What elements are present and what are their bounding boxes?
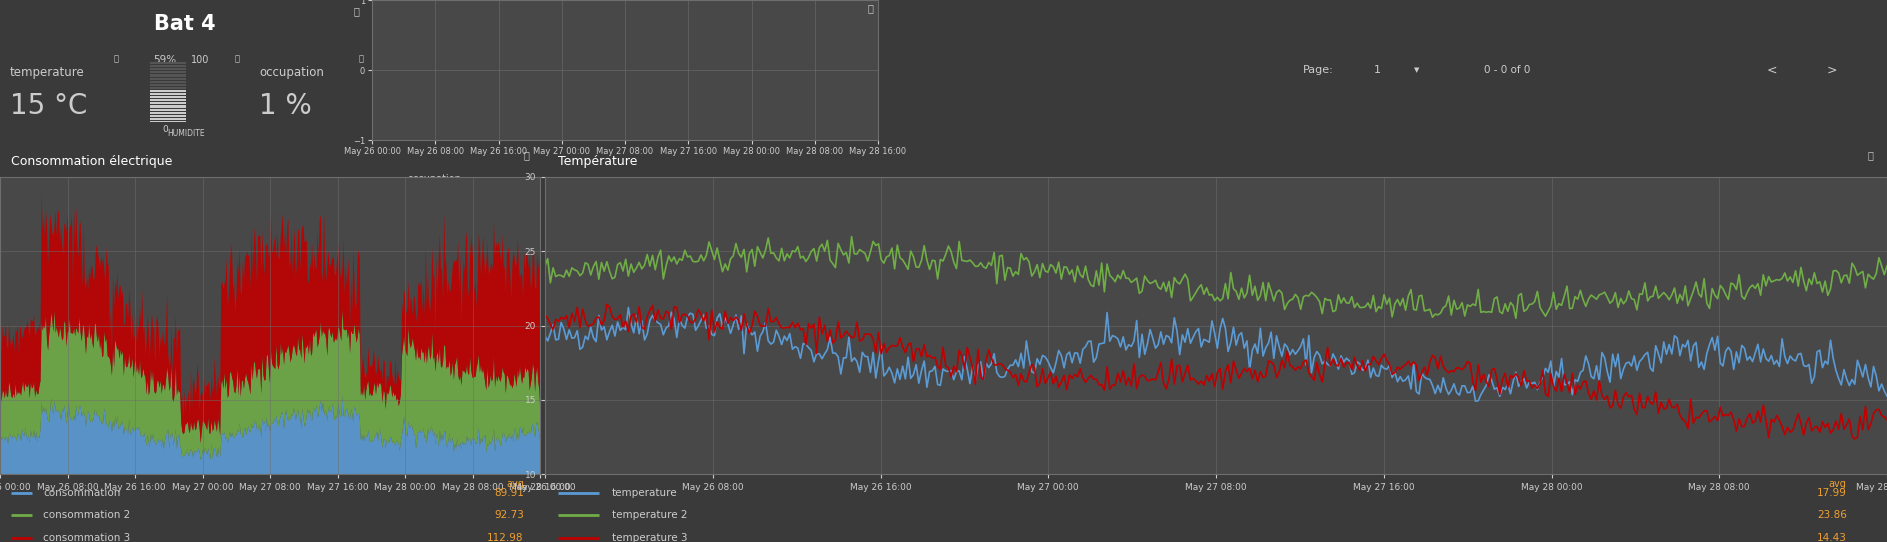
Text: 15 °C: 15 °C [9,92,87,120]
Text: Bat 4: Bat 4 [155,14,215,34]
Bar [149,112,187,114]
Text: ⤢: ⤢ [1868,150,1874,160]
Text: 0: 0 [162,125,168,134]
Text: 1: 1 [1374,65,1381,75]
Text: consommation: consommation [43,488,121,498]
Bar [149,93,187,95]
Text: ⤢: ⤢ [234,55,240,63]
Text: 17.99: 17.99 [1817,488,1847,498]
Text: avg: avg [1829,480,1847,489]
Text: Consommation électrique: Consommation électrique [11,154,172,167]
Text: 100: 100 [191,55,209,64]
Text: 112.98: 112.98 [487,533,525,542]
Bar [149,118,187,120]
Text: ⤢: ⤢ [113,55,119,63]
Bar [149,83,187,86]
Bar [149,68,187,70]
Bar [149,87,187,89]
Text: consommation 3: consommation 3 [43,533,130,542]
Bar [149,65,187,67]
Text: temperature: temperature [9,66,85,79]
Bar [149,74,187,76]
Bar [149,108,187,111]
Text: ⤢: ⤢ [523,150,528,160]
Bar [149,105,187,107]
Bar [149,78,187,80]
Text: temperature 3: temperature 3 [611,533,687,542]
Text: HUMIDITE: HUMIDITE [168,129,206,138]
Legend: occupation: occupation [377,171,466,188]
Bar [149,102,187,105]
Text: Température: Température [559,154,638,167]
Text: 59%: 59% [153,55,175,64]
Text: >: > [1827,63,1838,76]
Text: occupation: occupation [259,66,325,79]
Text: temperature 2: temperature 2 [611,511,687,520]
Text: avg: avg [506,480,525,489]
Text: <: < [1766,63,1778,76]
Text: ⤢: ⤢ [359,55,364,63]
Bar [149,72,187,74]
Text: 1 %: 1 % [259,92,311,120]
Bar [149,115,187,117]
Bar [149,81,187,83]
Bar [149,62,187,64]
Bar [149,96,187,98]
Text: ⤢: ⤢ [866,3,874,13]
Text: ▼: ▼ [1413,67,1419,73]
Text: 14.43: 14.43 [1817,533,1847,542]
Text: 92.73: 92.73 [494,511,525,520]
Text: 23.86: 23.86 [1817,511,1847,520]
Bar [149,99,187,101]
Text: consommation 2: consommation 2 [43,511,130,520]
Text: 89.91: 89.91 [494,488,525,498]
Text: ⤢: ⤢ [353,6,359,16]
Bar [149,90,187,92]
Text: 0 - 0 of 0: 0 - 0 of 0 [1485,65,1530,75]
Text: Page:: Page: [1302,65,1332,75]
Text: temperature: temperature [611,488,677,498]
Bar [149,121,187,123]
